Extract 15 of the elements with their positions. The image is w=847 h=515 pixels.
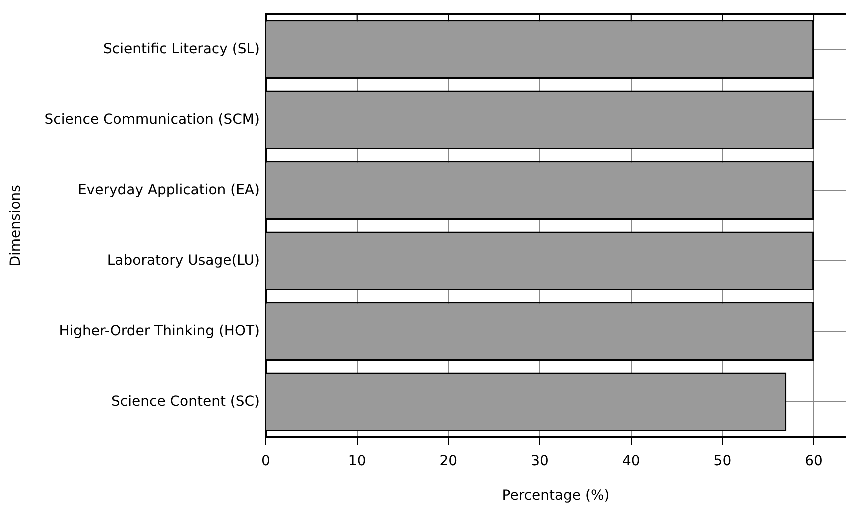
y-tick-label: Everyday Application (EA) — [78, 182, 260, 198]
x-tick-label: 40 — [622, 453, 640, 470]
x-tick-label: 10 — [348, 453, 366, 470]
x-axis-title: Percentage (%) — [502, 488, 610, 504]
y-tick-label: Science Communication (SCM) — [44, 112, 260, 128]
x-tick-label: 20 — [440, 453, 458, 470]
y-axis-title: Dimensions — [8, 185, 24, 267]
y-tick-label: Higher-Order Thinking (HOT) — [59, 323, 260, 340]
y-tick-label: Science Content (SC) — [112, 394, 260, 410]
y-tick-label: Laboratory Usage(LU) — [107, 252, 260, 269]
x-tick-label: 60 — [805, 453, 823, 470]
x-tick-label: 30 — [531, 453, 549, 470]
x-tick-label: 0 — [262, 453, 270, 470]
x-tick-label: 50 — [714, 453, 732, 470]
y-tick-label: Scientific Literacy (SL) — [103, 41, 260, 58]
